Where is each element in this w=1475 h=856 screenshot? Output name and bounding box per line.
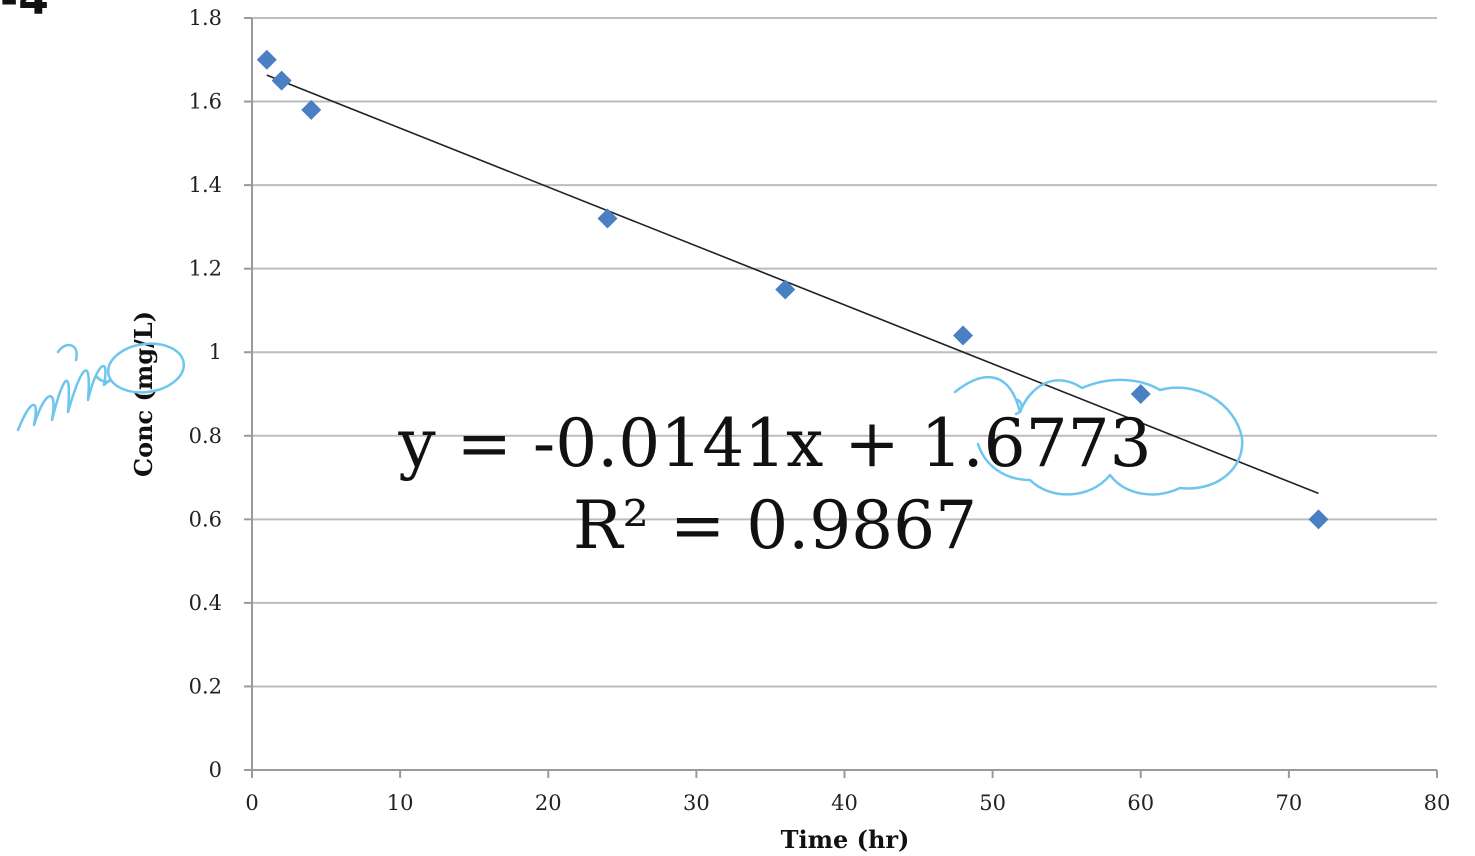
data-point (256, 49, 277, 70)
y-tick-label: 1.6 (189, 90, 222, 114)
x-tick-label: 50 (979, 791, 1006, 815)
y-tick-label: 0.8 (189, 424, 222, 448)
corner-label: -4 (0, 0, 49, 25)
trendline (266, 74, 1319, 495)
y-tick-label: 1.8 (189, 6, 222, 30)
x-tick-label: 80 (1424, 791, 1451, 815)
y-tick-label: 1 (209, 340, 222, 364)
data-point (953, 325, 973, 346)
data-point (775, 279, 796, 300)
x-tick-label: 20 (535, 791, 562, 815)
data-point (1308, 509, 1329, 530)
x-tick-labels: 0 10 20 30 40 50 60 70 80 (245, 791, 1450, 815)
y-tick-label: 0 (209, 758, 222, 782)
x-axis-title: Time (hr) (781, 825, 910, 854)
y-tick-label: 1.2 (189, 257, 222, 281)
axes (251, 18, 1437, 771)
data-point (271, 70, 292, 91)
handwritten-scribble (16, 342, 1244, 496)
y-tick-label: 1.4 (189, 173, 222, 197)
data-point (597, 208, 618, 229)
y-axis-title: Conc (mg/L) (129, 311, 158, 477)
x-tick-label: 60 (1127, 791, 1154, 815)
y-tick-label: 0.6 (189, 507, 222, 531)
y-tick-label: 0.4 (189, 591, 222, 615)
x-tick-label: 10 (387, 791, 414, 815)
gridlines (244, 17, 1438, 778)
x-tick-label: 70 (1276, 791, 1303, 815)
x-tick-label: 40 (831, 791, 858, 815)
x-tick-label: 30 (683, 791, 710, 815)
x-tick-label: 0 (245, 791, 258, 815)
r-squared-annotation: R² = 0.9867 (573, 487, 977, 564)
data-points (256, 49, 1329, 530)
data-point (1130, 384, 1151, 404)
data-point (301, 99, 322, 120)
y-tick-label: 0.2 (189, 674, 222, 698)
y-tick-labels: 0 0.2 0.4 0.6 0.8 1 1.2 1.4 1.6 1.8 (189, 6, 222, 782)
equation-annotation: y = -0.0141x + 1.6773 (397, 405, 1151, 482)
